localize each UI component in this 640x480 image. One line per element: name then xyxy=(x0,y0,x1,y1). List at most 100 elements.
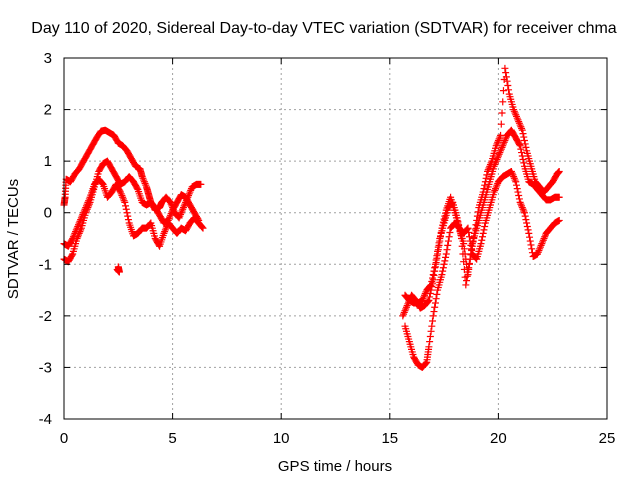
data-point xyxy=(463,225,471,233)
data-point xyxy=(455,224,463,232)
data-point xyxy=(431,260,439,268)
data-point xyxy=(444,241,452,249)
data-point xyxy=(480,185,488,193)
data-point xyxy=(497,120,505,128)
data-point xyxy=(494,137,502,145)
data-point xyxy=(534,248,542,256)
data-point xyxy=(82,207,90,215)
data-point xyxy=(118,192,126,200)
data-point xyxy=(178,207,186,215)
data-point xyxy=(138,173,146,181)
data-point xyxy=(509,171,517,179)
data-point xyxy=(179,204,187,212)
data-point xyxy=(474,208,482,216)
data-point xyxy=(84,204,92,212)
data-point xyxy=(425,343,433,351)
data-point xyxy=(482,174,490,182)
data-point xyxy=(465,264,473,272)
data-point xyxy=(198,223,206,231)
data-point xyxy=(517,123,525,131)
data-point xyxy=(430,308,438,316)
data-point xyxy=(510,174,518,182)
data-point xyxy=(527,241,535,249)
data-point xyxy=(468,247,476,255)
data-point xyxy=(473,212,481,220)
data-point xyxy=(442,250,450,258)
x-tick-label: 10 xyxy=(273,430,290,447)
data-point xyxy=(427,327,435,335)
data-point xyxy=(426,332,434,340)
data-point xyxy=(426,282,434,290)
data-point xyxy=(434,247,442,255)
data-point xyxy=(479,188,487,196)
data-point xyxy=(512,178,520,186)
data-point xyxy=(521,140,529,148)
data-point xyxy=(464,268,472,276)
data-point xyxy=(459,250,467,258)
data-point xyxy=(526,237,534,245)
data-point xyxy=(502,69,510,77)
data-point xyxy=(162,224,170,232)
data-point xyxy=(440,260,448,268)
data-point xyxy=(458,242,466,250)
series-trace-g xyxy=(401,64,563,307)
data-point xyxy=(467,251,475,259)
data-point xyxy=(485,164,493,172)
data-point xyxy=(195,216,203,224)
data-point xyxy=(399,312,407,320)
data-point xyxy=(522,143,530,151)
data-point xyxy=(98,179,106,187)
y-axis-label: SDTVAR / TECUs xyxy=(5,179,22,299)
data-point xyxy=(124,212,132,220)
data-point xyxy=(493,140,501,148)
series-trace-f xyxy=(401,167,563,371)
data-point xyxy=(194,215,202,223)
data-point xyxy=(443,246,451,254)
data-point xyxy=(119,195,127,203)
data-point xyxy=(481,181,489,189)
data-point xyxy=(518,202,526,210)
data-point xyxy=(499,87,507,95)
data-point xyxy=(435,239,443,247)
y-tick-label: -2 xyxy=(39,308,52,325)
data-point xyxy=(166,213,174,221)
data-point xyxy=(492,185,500,193)
y-tick-label: 2 xyxy=(44,102,52,119)
data-point xyxy=(453,214,461,222)
data-point xyxy=(444,237,452,245)
data-point xyxy=(503,77,511,85)
data-point xyxy=(199,224,207,232)
data-point xyxy=(468,242,476,250)
data-point xyxy=(515,192,523,200)
data-point xyxy=(510,106,518,114)
data-point xyxy=(77,226,85,234)
data-point xyxy=(442,253,450,261)
data-point xyxy=(142,181,150,189)
data-point xyxy=(496,133,504,141)
data-point xyxy=(516,142,524,150)
data-point xyxy=(445,233,453,241)
y-tick-label: 0 xyxy=(44,205,52,222)
data-point xyxy=(418,296,426,304)
y-tick-label: 3 xyxy=(44,50,52,67)
data-point xyxy=(515,118,523,126)
data-point xyxy=(507,167,515,175)
data-point xyxy=(525,229,533,237)
data-point xyxy=(462,281,470,289)
data-point xyxy=(197,180,205,188)
data-point xyxy=(528,245,536,253)
data-point xyxy=(85,202,93,210)
data-point xyxy=(493,181,501,189)
data-point xyxy=(478,233,486,241)
data-point xyxy=(420,293,428,301)
data-point xyxy=(493,155,501,163)
data-point xyxy=(119,193,127,201)
data-point xyxy=(433,290,441,298)
data-point xyxy=(141,179,149,187)
data-point xyxy=(402,305,410,313)
x-tick-label: 0 xyxy=(60,430,68,447)
data-point xyxy=(120,197,128,205)
data-point xyxy=(161,228,169,236)
